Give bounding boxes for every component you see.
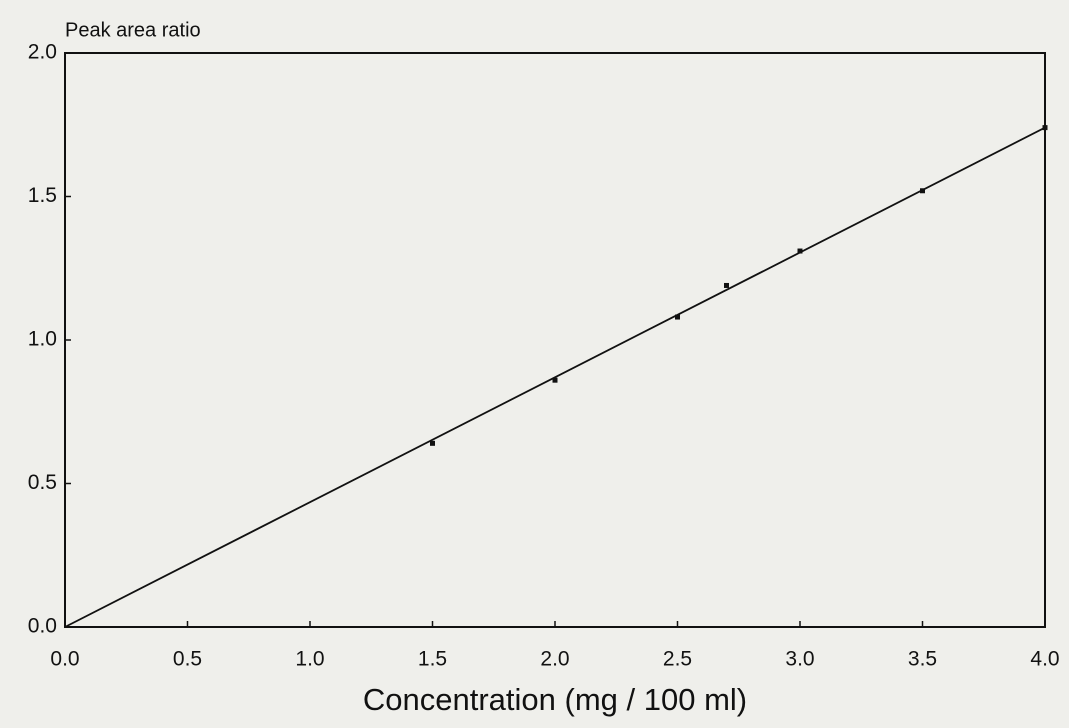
x-tick-label: 3.5 xyxy=(908,648,937,671)
y-tick-label: 0.5 xyxy=(28,471,57,494)
x-tick-label: 0.0 xyxy=(50,648,79,671)
y-axis-label: Peak area ratio xyxy=(65,19,201,41)
data-point xyxy=(430,440,435,446)
y-tick-label: 1.0 xyxy=(28,328,57,351)
x-tick-label: 1.5 xyxy=(418,648,447,671)
data-point xyxy=(552,377,558,383)
data-point xyxy=(675,314,680,320)
data-point xyxy=(1042,125,1048,131)
x-tick-label: 0.5 xyxy=(173,648,202,671)
x-tick-label: 2.0 xyxy=(540,648,569,671)
data-point xyxy=(797,248,803,254)
x-axis-label: Concentration (mg / 100 ml) xyxy=(363,682,747,717)
x-tick-label: 2.5 xyxy=(663,648,692,671)
data-point xyxy=(724,282,729,288)
x-tick-label: 1.0 xyxy=(295,648,324,671)
y-tick-label: 0.0 xyxy=(28,615,57,638)
x-tick-label: 3.0 xyxy=(785,648,814,671)
y-tick-label: 1.5 xyxy=(28,184,57,207)
y-tick-label: 2.0 xyxy=(28,41,57,64)
x-tick-label: 4.0 xyxy=(1030,648,1059,671)
fit-line xyxy=(64,126,1046,628)
